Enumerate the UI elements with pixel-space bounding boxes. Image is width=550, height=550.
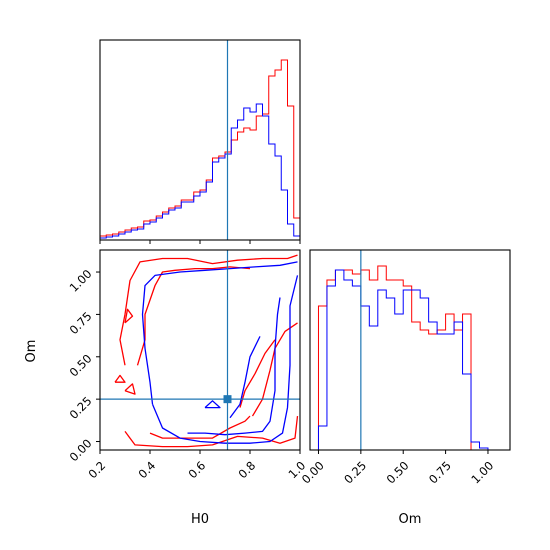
om-right-xtick-label: 0.00 — [299, 458, 327, 486]
om-marginal-panel: 0.00 0.25 0.50 0.75 1.00 — [299, 249, 511, 486]
om-hist-red — [317, 265, 510, 451]
om-ytick-label: 0.00 — [67, 436, 95, 464]
contour-blue-13 — [204, 400, 221, 409]
contour-red-8 — [114, 374, 126, 383]
h0-hist-red — [99, 59, 301, 240]
contour-red-1 — [124, 416, 299, 448]
contour-blue-10 — [151, 275, 299, 444]
h0-joint-xtick-label: 0.8 — [236, 458, 259, 481]
contour-red-7 — [124, 383, 136, 395]
x-axis-title-h0: H0 — [191, 512, 209, 527]
h0-marginal-frame — [99, 39, 301, 241]
contour-group — [114, 254, 299, 448]
y-axis-title-om: Om — [24, 340, 39, 363]
h0-joint-xtick-label: 0.4 — [136, 458, 159, 481]
om-ytick-label: 0.25 — [67, 394, 95, 422]
h0-om-joint-panel: 0.2 0.4 0.6 0.8 1.00.000.250.500.751.00 — [67, 249, 308, 481]
om-right-xtick-label: 1.00 — [468, 458, 496, 486]
om-right-xtick-label: 0.25 — [341, 458, 369, 486]
om-marginal-frame — [309, 249, 511, 451]
h0-marginal-panel — [99, 39, 301, 244]
contour-red-2 — [136, 266, 251, 366]
contour-blue-12 — [229, 336, 261, 419]
contour-red-0 — [119, 254, 298, 366]
h0-joint-xtick-label: 0.6 — [186, 458, 209, 481]
h0-hist-blue — [99, 103, 301, 240]
contour-red-4 — [251, 322, 298, 417]
om-ytick-label: 0.75 — [67, 309, 95, 337]
om-right-xtick-label: 0.50 — [384, 458, 412, 486]
truth-marker — [223, 395, 232, 404]
x-axis-title-om: Om — [399, 512, 422, 527]
om-ytick-label: 1.00 — [67, 267, 95, 295]
contour-blue-9 — [141, 261, 298, 405]
h0-joint-xtick-label: 0.2 — [86, 458, 109, 481]
contour-blue-11 — [187, 297, 281, 436]
om-hist-blue — [317, 269, 510, 451]
om-right-xtick-label: 0.75 — [426, 458, 454, 486]
contour-red-6 — [124, 308, 134, 324]
contour-red-3 — [149, 415, 251, 439]
contour-red-5 — [239, 339, 276, 408]
om-ytick-label: 0.50 — [67, 351, 95, 379]
